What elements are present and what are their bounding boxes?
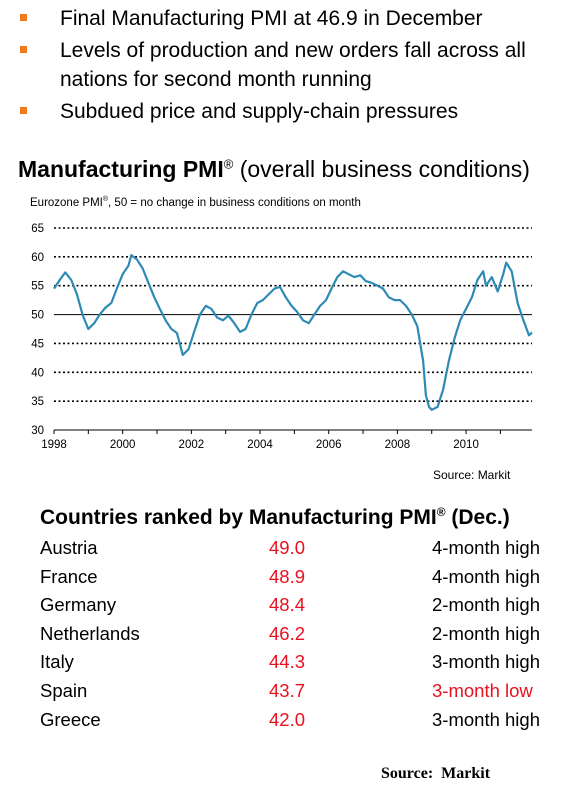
status-text: 3-month high (432, 708, 540, 730)
chart-title-rest: (overall business conditions) (233, 156, 530, 182)
chart-subtitle-a: Eurozone PMI (30, 196, 103, 209)
bullet-text: Final Manufacturing PMI at 46.9 in Decem… (60, 7, 483, 30)
x-tick-label: 2004 (247, 439, 273, 451)
bullet-text: Subdued price and supply-chain pressures (60, 100, 459, 123)
pmi-value: 48.9 (269, 565, 306, 587)
pmi-value: 46.2 (269, 622, 306, 644)
chart-title: Manufacturing PMI® (overall business con… (18, 156, 530, 183)
country-name: Netherlands (40, 622, 140, 644)
status-text: 4-month high (432, 537, 540, 558)
status-text: 4-month high (432, 565, 540, 587)
y-tick-label: 30 (31, 425, 44, 437)
pmi-value: 49.0 (269, 537, 306, 558)
status-text: 2-month high (432, 622, 540, 644)
x-tick-label: 2002 (179, 439, 205, 451)
chart-subtitle-b: , 50 = no change in business conditions … (108, 196, 361, 209)
country-table: Austria 49.0 4-month high France 48.9 4-mont… (40, 536, 560, 736)
status-text: 2-month high (432, 594, 540, 616)
bullet-square-icon (20, 107, 27, 114)
footer-source: Source: Markit (381, 765, 491, 782)
chart-title-bold: Manufacturing PMI (18, 156, 224, 182)
chart-subtitle: Eurozone PMI®, 50 = no change in busines… (30, 196, 361, 209)
y-tick-label: 60 (31, 252, 44, 264)
table-title-text: Countries ranked by Manufacturing PMI (40, 506, 437, 529)
y-tick-label: 50 (31, 310, 44, 322)
registered-mark: ® (436, 505, 446, 519)
x-tick-label: 2006 (316, 439, 342, 451)
status-text: 3-month low (432, 679, 533, 701)
pmi-series-line (53, 254, 533, 411)
bullet-item: Subdued price and supply-chain pressures (18, 97, 563, 126)
y-tick-label: 55 (31, 281, 44, 293)
bullet-list: Final Manufacturing PMI at 46.9 in Decem… (18, 4, 563, 129)
y-tick-label: 45 (31, 338, 44, 350)
country-name: Austria (40, 537, 98, 558)
x-tick-label: 2008 (385, 439, 411, 451)
country-name: Germany (40, 594, 117, 616)
country-name: Spain (40, 679, 88, 701)
bullet-item: Levels of production and new orders fall… (18, 36, 563, 94)
bullet-square-icon (20, 14, 27, 21)
table-title: Countries ranked by Manufacturing PMI® (… (40, 505, 510, 530)
table-title-suffix: (Dec.) (445, 506, 510, 529)
pmi-value: 44.3 (269, 651, 306, 673)
pmi-value: 42.0 (269, 708, 306, 730)
table-row: Greece 42.0 3-month high (40, 708, 560, 737)
y-tick-label: 35 (31, 396, 44, 408)
pmi-line-chart: 65 60 55 50 45 40 35 30 1998 2000 2002 2004 2006 2008… (31, 223, 533, 451)
table-row: Austria 49.0 4-month high (40, 536, 560, 565)
y-tick-label: 65 (31, 223, 44, 235)
bullet-square-icon (20, 46, 27, 53)
pmi-value: 48.4 (269, 594, 306, 616)
country-name: France (40, 565, 98, 587)
pmi-value: 43.7 (269, 679, 306, 701)
registered-mark: ® (102, 196, 109, 203)
table-row: Spain 43.7 3-month low (40, 679, 560, 708)
country-name: Greece (40, 708, 101, 730)
bullet-text: Levels of production and new orders fall… (60, 39, 526, 91)
x-tick-label: 2010 (453, 439, 479, 451)
table-row: Germany 48.4 2-month high (40, 593, 560, 622)
table-row: France 48.9 4-month high (40, 565, 560, 594)
bullet-item: Final Manufacturing PMI at 46.9 in Decem… (18, 4, 563, 33)
status-text: 3-month high (432, 651, 540, 673)
chart-source: Source: Markit (433, 468, 511, 482)
x-tick-label: 1998 (41, 439, 67, 451)
y-tick-label: 40 (31, 367, 44, 379)
table-row: Netherlands 46.2 2-month high (40, 622, 560, 651)
x-tick-label: 2000 (110, 439, 136, 451)
registered-mark: ® (223, 156, 234, 172)
table-row: Italy 44.3 3-month high (40, 650, 560, 679)
country-name: Italy (40, 651, 74, 673)
